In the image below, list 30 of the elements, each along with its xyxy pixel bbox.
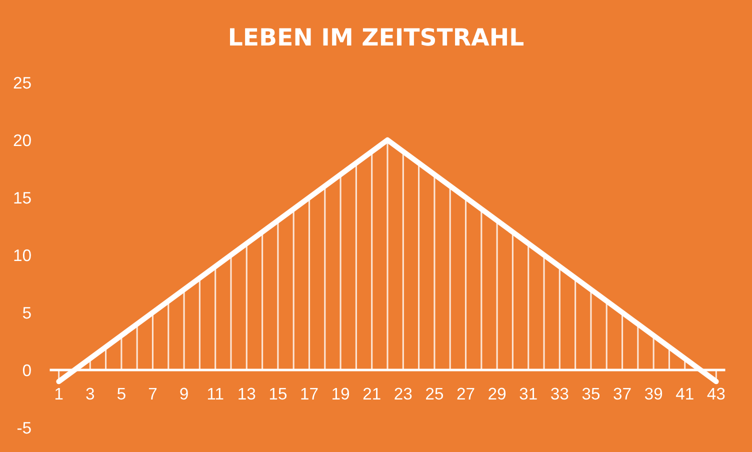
x-tick-label: 5	[117, 388, 126, 400]
y-tick-label: 25	[14, 76, 31, 89]
x-tick-label: 13	[238, 388, 256, 400]
y-tick-label: -5	[17, 422, 31, 434]
x-tick-label: 33	[551, 388, 568, 400]
x-tick-label: 31	[520, 388, 537, 400]
x-tick-label: 25	[426, 388, 444, 400]
x-tick-label: 43	[707, 388, 725, 400]
x-tick-label: 1	[55, 388, 63, 400]
x-tick-label: 17	[301, 388, 318, 400]
x-tick-label: 23	[394, 388, 412, 400]
y-tick-label: 20	[14, 134, 31, 146]
y-tick-label: 0	[22, 364, 31, 376]
x-tick-label: 37	[614, 388, 631, 400]
x-tick-label: 9	[180, 388, 188, 400]
chart-title: LEBEN IM ZEITSTRAHL	[230, 28, 524, 46]
x-tick-label: 35	[582, 388, 600, 400]
x-tick-label: 7	[148, 388, 157, 400]
x-tick-label: 29	[488, 388, 506, 400]
x-tick-label: 3	[86, 388, 94, 400]
x-tick-label: 27	[457, 388, 474, 400]
x-tick-label: 19	[332, 388, 350, 400]
y-tick-label: 15	[14, 192, 31, 204]
x-tick-label: 21	[363, 388, 380, 400]
x-tick-label: 15	[270, 388, 287, 400]
x-tick-label: 39	[644, 388, 662, 400]
y-tick-label: 5	[22, 307, 31, 319]
y-tick-label: 10	[14, 249, 31, 262]
x-tick-label: 41	[676, 388, 694, 400]
x-tick-label: 11	[208, 388, 224, 400]
